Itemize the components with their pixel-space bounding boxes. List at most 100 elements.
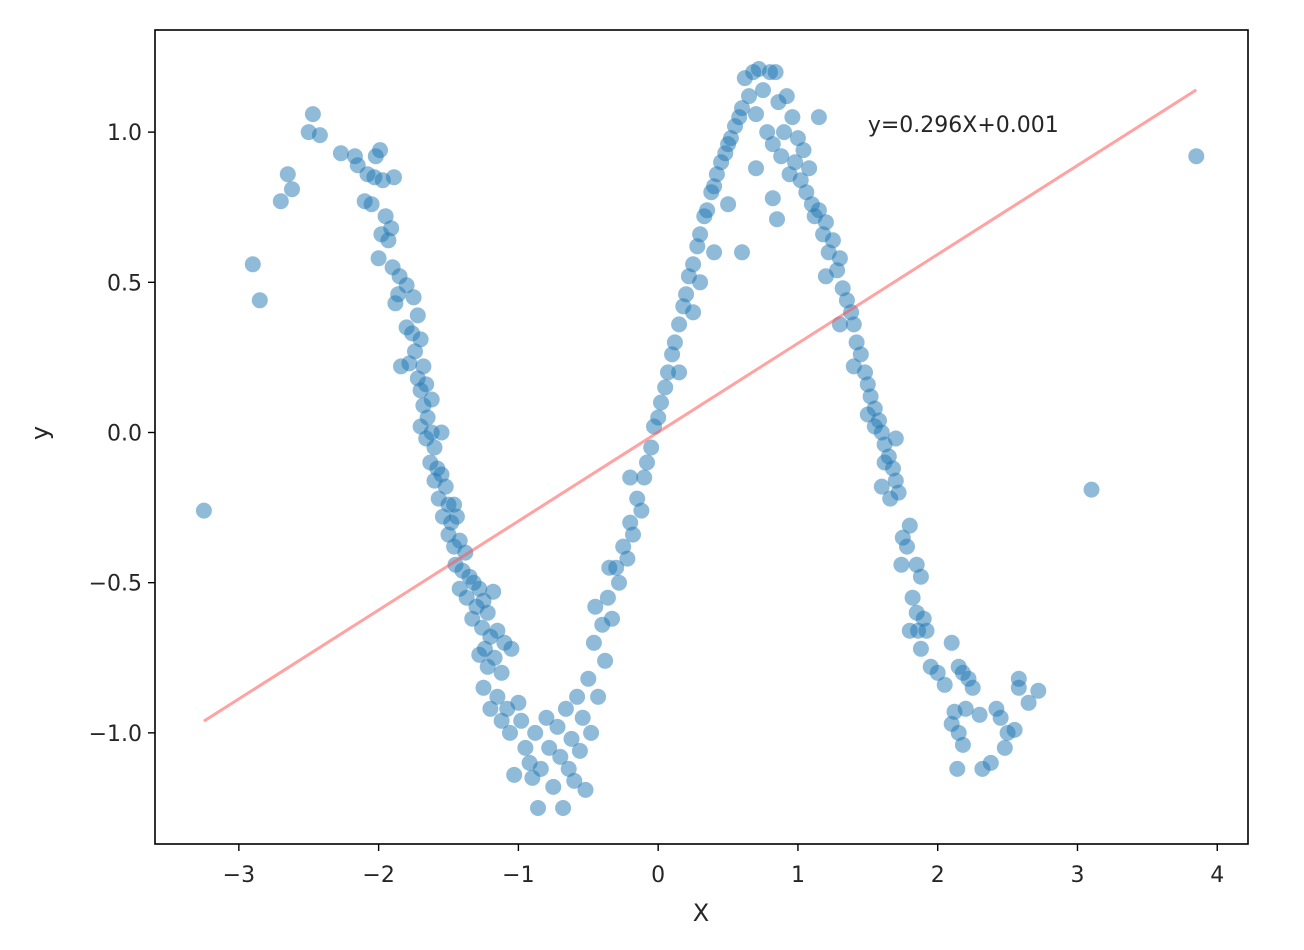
- scatter-point: [831, 250, 848, 267]
- scatter-point: [409, 307, 426, 324]
- scatter-point: [899, 538, 915, 555]
- scatter-point: [195, 502, 212, 519]
- scatter-point: [792, 172, 809, 189]
- scatter-point: [692, 226, 709, 243]
- scatter-point: [943, 634, 960, 651]
- scatter-point: [571, 742, 588, 759]
- y-tick-label: 1.0: [107, 121, 142, 146]
- scatter-point: [671, 364, 688, 381]
- scatter-point: [817, 214, 834, 231]
- scatter-point: [918, 622, 935, 639]
- scatter-point: [748, 160, 764, 177]
- scatter-point: [996, 739, 1013, 756]
- y-tick-label: 0.5: [107, 271, 142, 296]
- scatter-point: [706, 178, 723, 195]
- scatter-point: [964, 679, 981, 696]
- scatter-point: [720, 196, 737, 213]
- scatter-point: [493, 664, 510, 681]
- scatter-point: [527, 724, 544, 741]
- scatter-point: [764, 136, 781, 153]
- scatter-point: [834, 280, 851, 297]
- scatter-point: [666, 334, 683, 351]
- scatter-point: [517, 739, 534, 756]
- x-tick-label: 3: [1070, 863, 1084, 888]
- scatter-point: [866, 418, 883, 435]
- scatter-point: [789, 130, 806, 147]
- scatter-point: [769, 211, 785, 228]
- scatter-point: [485, 583, 502, 600]
- scatter-point: [708, 166, 725, 183]
- scatter-point: [597, 652, 614, 669]
- scatter-point: [678, 286, 695, 303]
- scatter-point: [372, 142, 388, 159]
- scatter-point: [604, 610, 620, 627]
- scatter-point: [405, 289, 422, 306]
- scatter-point: [950, 724, 967, 741]
- scatter-point: [722, 130, 739, 147]
- scatter-point: [876, 454, 893, 471]
- scatter-point: [798, 184, 815, 201]
- scatter-point: [848, 334, 865, 351]
- scatter-point: [734, 100, 750, 117]
- scatter-point: [510, 694, 527, 711]
- scatter-point: [370, 250, 387, 267]
- x-tick-label: 0: [651, 863, 665, 888]
- x-axis-label: X: [693, 899, 709, 927]
- scatter-point: [446, 496, 463, 513]
- scatter-point: [577, 781, 594, 798]
- scatter-point: [882, 490, 899, 507]
- scatter-point: [304, 106, 321, 123]
- scatter-point: [845, 316, 862, 333]
- scatter-point: [532, 760, 549, 777]
- scatter-point: [862, 388, 879, 405]
- scatter-point: [563, 730, 580, 747]
- scatter-point: [845, 358, 862, 375]
- x-tick-label: 1: [791, 863, 805, 888]
- scatter-point: [251, 292, 268, 309]
- scatter-point: [387, 295, 404, 312]
- scatter-point: [412, 331, 429, 348]
- x-axis-ticks: −3 −2 −1 0 1 2 3 4: [223, 844, 1224, 888]
- scatter-point: [759, 124, 776, 141]
- scatter-point: [904, 589, 921, 606]
- scatter-point: [734, 244, 750, 261]
- scatter-point: [545, 778, 562, 795]
- scatter-point: [448, 508, 465, 525]
- scatter-point: [741, 88, 757, 105]
- scatter-point: [629, 490, 646, 507]
- scatter-point: [801, 160, 818, 177]
- scatter-point: [633, 502, 650, 519]
- x-tick-label: 4: [1210, 863, 1224, 888]
- scatter-point: [887, 472, 904, 489]
- scatter-point: [625, 526, 641, 543]
- scatter-point: [689, 238, 706, 255]
- scatter-points: [195, 61, 1205, 816]
- scatter-point: [650, 409, 667, 426]
- regression-line: [203, 88, 1198, 723]
- scatter-point: [657, 379, 674, 396]
- scatter-point: [386, 169, 402, 186]
- scatter-point: [615, 538, 632, 555]
- scatter-point: [560, 760, 577, 777]
- scatter-point: [787, 154, 804, 171]
- scatter-point: [311, 127, 328, 144]
- scatter-point: [1020, 694, 1037, 711]
- scatter-point: [1188, 148, 1205, 165]
- scatter-point: [332, 145, 349, 162]
- scatter-point: [538, 709, 555, 726]
- scatter-point: [493, 712, 510, 729]
- scatter-point: [912, 568, 929, 585]
- scatter-point: [552, 748, 569, 765]
- scatter-point: [601, 559, 618, 576]
- x-tick-label: −2: [362, 863, 394, 888]
- scatter-point: [838, 292, 855, 309]
- scatter-point: [852, 346, 869, 363]
- scatter-point: [555, 800, 572, 816]
- scatter-point: [590, 688, 607, 705]
- scatter-point: [887, 430, 904, 447]
- scatter-point: [748, 106, 764, 123]
- y-tick-label: −1.0: [89, 722, 142, 747]
- scatter-point: [530, 800, 546, 816]
- scatter-point: [685, 304, 702, 321]
